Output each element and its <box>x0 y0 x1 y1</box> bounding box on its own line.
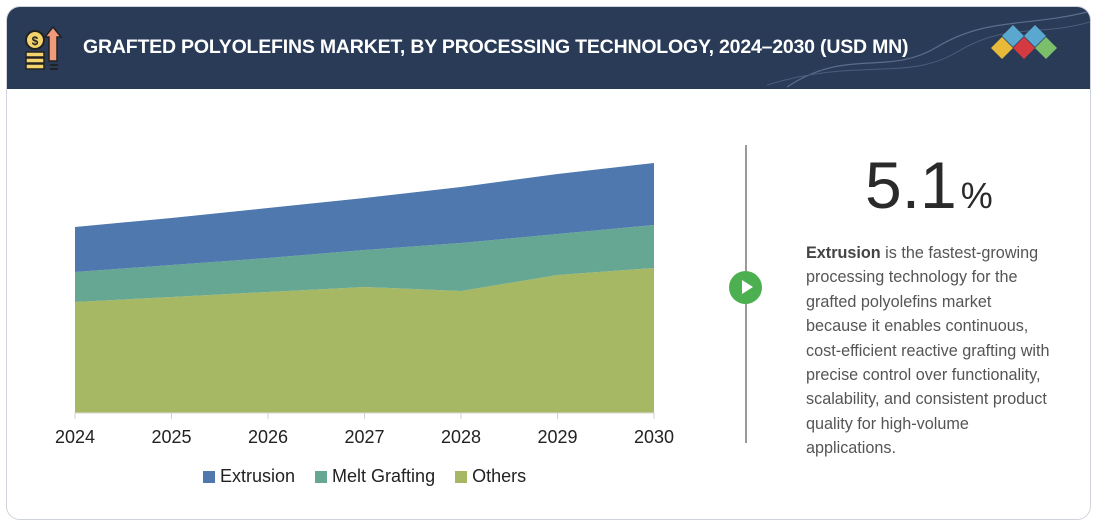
chart-title: GRAFTED POLYOLEFINS MARKET, BY PROCESSIN… <box>83 36 909 58</box>
area-extrusion <box>75 163 654 272</box>
cagr-value: 5.1% <box>865 152 993 218</box>
decorative-waves <box>767 11 1090 88</box>
x-tick-label: 2029 <box>537 427 578 447</box>
legend-swatch <box>315 470 328 483</box>
legend-label: Extrusion <box>220 466 296 486</box>
x-tick-label: 2027 <box>344 427 385 447</box>
legend-item-melt-grafting: Melt Grafting <box>315 466 435 487</box>
legend-swatch <box>455 470 468 483</box>
highlight-text: is the fastest-growing processing techno… <box>806 244 1050 458</box>
highlight-lead: Extrusion <box>806 244 881 262</box>
legend-label: Melt Grafting <box>332 466 436 486</box>
chart-legend: Extrusion Melt Grafting Others <box>203 466 526 487</box>
cagr-unit: % <box>960 175 993 216</box>
legend-item-extrusion: Extrusion <box>203 466 295 487</box>
play-icon <box>729 271 762 304</box>
legend-label: Others <box>472 466 527 486</box>
header-bar: $ GRAFTED POLYOLEFINS MARKET, BY PROCESS… <box>7 7 1090 89</box>
area-melt-grafting <box>75 225 654 302</box>
x-tick-label: 2025 <box>151 427 192 447</box>
x-tick-label: 2024 <box>54 427 96 447</box>
money-growth-icon: $ <box>25 25 63 70</box>
x-tick-label: 2026 <box>247 427 289 447</box>
legend-item-others: Others <box>455 466 526 487</box>
highlight-description: Extrusion is the fastest-growing process… <box>806 241 1056 461</box>
area-others <box>75 268 654 413</box>
diamond-logo <box>991 25 1057 59</box>
cagr-number: 5.1 <box>865 148 957 222</box>
legend-swatch <box>203 470 215 483</box>
svg-text:$: $ <box>32 34 39 48</box>
x-tick-label: 2028 <box>440 427 482 447</box>
x-tick-label: 2030 <box>633 427 675 447</box>
